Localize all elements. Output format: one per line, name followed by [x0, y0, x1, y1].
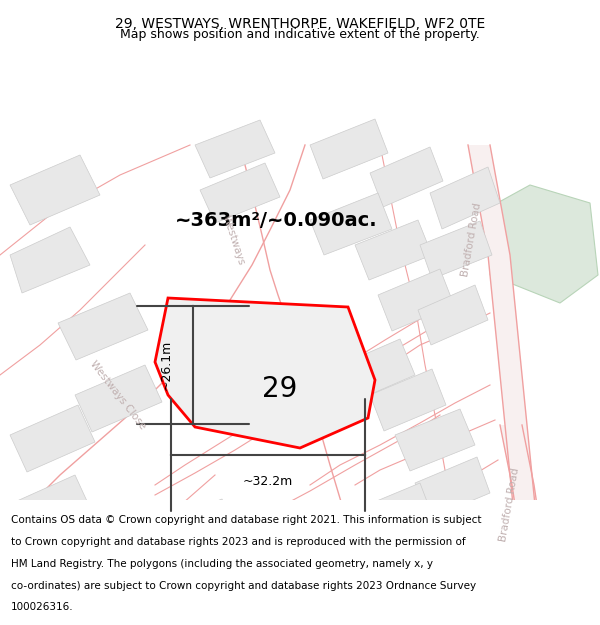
Polygon shape [155, 298, 375, 448]
Text: to Crown copyright and database rights 2023 and is reproduced with the permissio: to Crown copyright and database rights 2… [11, 537, 466, 547]
Polygon shape [10, 155, 100, 225]
Polygon shape [158, 499, 236, 561]
Polygon shape [418, 579, 490, 625]
Polygon shape [448, 609, 518, 625]
Polygon shape [10, 613, 85, 625]
Polygon shape [10, 405, 95, 472]
Polygon shape [420, 221, 492, 279]
Polygon shape [10, 565, 95, 625]
Polygon shape [395, 409, 475, 471]
Polygon shape [10, 227, 90, 293]
Text: HM Land Registry. The polygons (including the associated geometry, namely x, y: HM Land Registry. The polygons (includin… [11, 559, 433, 569]
Text: Bradford Road: Bradford Road [461, 202, 484, 278]
Text: Contains OS data © Crown copyright and database right 2021. This information is : Contains OS data © Crown copyright and d… [11, 515, 481, 525]
Polygon shape [378, 269, 454, 331]
Polygon shape [310, 193, 392, 255]
Polygon shape [468, 145, 542, 575]
Text: Westways Close: Westways Close [88, 359, 148, 431]
Polygon shape [370, 147, 443, 207]
Polygon shape [370, 369, 446, 431]
Text: Westways: Westways [220, 214, 246, 266]
Polygon shape [75, 365, 162, 432]
Polygon shape [330, 517, 410, 579]
Polygon shape [415, 457, 490, 519]
Polygon shape [247, 595, 324, 625]
Polygon shape [360, 550, 436, 611]
Polygon shape [58, 293, 148, 360]
Polygon shape [500, 425, 568, 625]
Text: ~32.2m: ~32.2m [243, 475, 293, 488]
Polygon shape [430, 167, 500, 229]
Polygon shape [8, 475, 92, 542]
Polygon shape [310, 119, 388, 179]
Text: co-ordinates) are subject to Crown copyright and database rights 2023 Ordnance S: co-ordinates) are subject to Crown copyr… [11, 581, 476, 591]
Polygon shape [355, 220, 432, 280]
Polygon shape [138, 581, 212, 625]
Polygon shape [490, 185, 598, 303]
Text: ~26.1m: ~26.1m [160, 340, 173, 390]
Text: ~363m²/~0.090ac.: ~363m²/~0.090ac. [175, 211, 377, 229]
Text: 100026316.: 100026316. [11, 602, 73, 612]
Polygon shape [340, 339, 415, 401]
Text: 29: 29 [262, 376, 298, 403]
Polygon shape [22, 515, 107, 582]
Polygon shape [418, 285, 488, 345]
Polygon shape [295, 570, 374, 625]
Text: 29, WESTWAYS, WRENTHORPE, WAKEFIELD, WF2 0TE: 29, WESTWAYS, WRENTHORPE, WAKEFIELD, WF2… [115, 16, 485, 31]
Text: Bradford Road: Bradford Road [499, 468, 521, 542]
Polygon shape [200, 163, 280, 223]
Polygon shape [138, 540, 214, 603]
Polygon shape [195, 120, 275, 178]
Polygon shape [355, 483, 434, 545]
Text: Map shows position and indicative extent of the property.: Map shows position and indicative extent… [120, 28, 480, 41]
